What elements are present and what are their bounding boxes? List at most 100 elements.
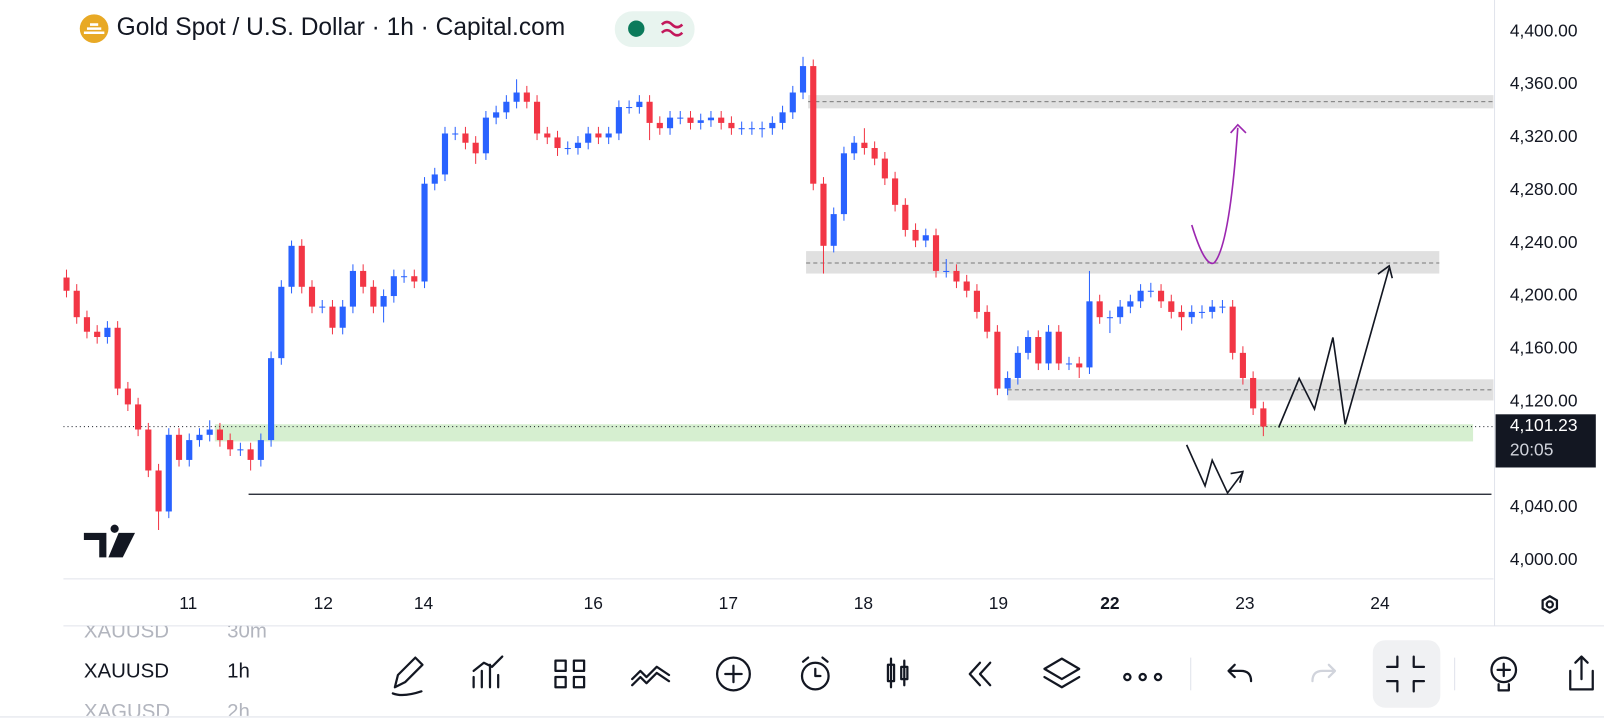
candle-body <box>155 470 162 512</box>
candle-body <box>728 122 735 129</box>
alert-hands <box>801 656 829 678</box>
chart-type[interactable] <box>886 657 909 689</box>
candle-body <box>912 229 919 241</box>
drawings <box>1185 123 1394 495</box>
replay[interactable] <box>968 661 992 687</box>
candle-body <box>104 327 111 338</box>
candle-body <box>1219 306 1226 308</box>
arrow-head <box>1230 123 1247 134</box>
patterns[interactable] <box>631 665 671 687</box>
y-tick-label: 4,200.00 <box>1510 285 1578 305</box>
status-pill[interactable] <box>614 11 695 48</box>
layers[interactable] <box>1043 657 1081 689</box>
candle-body <box>1106 317 1113 319</box>
redo[interactable] <box>1311 663 1337 683</box>
candle-body <box>73 290 80 318</box>
candle-body <box>779 112 786 123</box>
candle-body <box>656 122 663 129</box>
candle-body <box>319 306 326 308</box>
candle-body <box>1178 311 1185 318</box>
candle-body <box>124 388 131 405</box>
interval[interactable]: 2h <box>227 700 250 720</box>
candle-body <box>932 235 940 271</box>
add-plus <box>724 664 743 684</box>
candle-body <box>984 311 991 332</box>
symbol[interactable]: XAUUSD <box>84 619 169 643</box>
x-tick-label: 19 <box>989 593 1008 613</box>
candle-body <box>902 204 909 230</box>
candle-body <box>626 107 633 109</box>
candle-body <box>370 286 377 307</box>
plot <box>63 56 1494 530</box>
price-axis: 4,000.004,040.004,080.004,120.004,160.00… <box>179 20 1596 613</box>
candle-body <box>380 296 387 307</box>
last-price-label: 4,101.23 <box>1510 415 1578 435</box>
countdown: 20:05 <box>1510 440 1553 460</box>
symbol-list[interactable]: XAUUSD 30m XAUUSD 1h XAGUSD 2h <box>84 619 267 720</box>
candle-body <box>401 276 408 278</box>
candle-body <box>636 101 643 108</box>
candle-body <box>237 449 244 451</box>
candle-body <box>196 434 203 441</box>
symbol[interactable]: XAUUSD <box>84 659 169 682</box>
candle-body <box>145 429 152 471</box>
y-tick-label: 4,040.00 <box>1510 496 1578 516</box>
candle-body <box>789 92 796 113</box>
candle-body <box>349 270 356 307</box>
candle-body <box>738 128 745 130</box>
arrow-head <box>1377 264 1394 279</box>
candle-body <box>1188 311 1195 318</box>
candle-body <box>994 331 1001 389</box>
last-price-box <box>1495 414 1596 468</box>
share[interactable] <box>1569 655 1594 691</box>
draw-tool[interactable] <box>391 656 424 697</box>
candle-body <box>513 92 520 102</box>
x-tick-label: 24 <box>1370 593 1390 613</box>
candle-body <box>861 142 868 149</box>
candle-body <box>1025 337 1032 353</box>
layouts[interactable] <box>554 659 586 689</box>
y-tick-label: 4,320.00 <box>1510 126 1578 146</box>
candle-body <box>390 276 397 297</box>
candle-body <box>666 117 674 129</box>
candle-body <box>482 117 489 154</box>
candle-body <box>892 178 899 205</box>
candle-body <box>227 440 234 450</box>
candle-body <box>288 245 295 287</box>
candle-body <box>1260 408 1267 427</box>
add[interactable] <box>715 656 751 692</box>
candle-body <box>810 66 817 184</box>
symbol[interactable]: XAGUSD <box>84 700 170 720</box>
fullscreen-button[interactable] <box>1372 640 1441 708</box>
candle-body <box>94 331 101 338</box>
ideas-detail <box>1496 662 1512 692</box>
candle-body <box>1168 301 1175 312</box>
undo[interactable] <box>1227 663 1253 683</box>
interval[interactable]: 1h <box>227 659 250 682</box>
candle-body <box>247 449 254 460</box>
candle-body <box>605 133 612 138</box>
candle-body <box>1076 363 1083 368</box>
candle-body <box>1250 377 1257 409</box>
settings-icon[interactable] <box>1541 595 1559 614</box>
candle-body <box>1035 337 1042 364</box>
candle-body <box>165 434 172 512</box>
chart-title: Gold Spot / U.S. Dollar · 1h · Capital.c… <box>117 14 566 41</box>
x-tick-label: 14 <box>414 593 434 613</box>
candle-body <box>707 117 715 121</box>
x-tick-label: 18 <box>854 593 873 613</box>
interval[interactable]: 30m <box>227 619 267 643</box>
alert[interactable] <box>800 661 830 691</box>
tv-logo <box>83 524 136 558</box>
ideas[interactable] <box>1490 656 1518 684</box>
candle-body <box>769 122 776 129</box>
candle-body <box>308 286 316 307</box>
x-tick-label: 16 <box>584 593 603 613</box>
more[interactable] <box>1123 672 1163 682</box>
candle-body <box>871 148 878 159</box>
indicators[interactable] <box>472 655 504 689</box>
candle-body <box>533 101 541 134</box>
candle-body <box>257 440 264 460</box>
candle-body <box>564 148 571 150</box>
